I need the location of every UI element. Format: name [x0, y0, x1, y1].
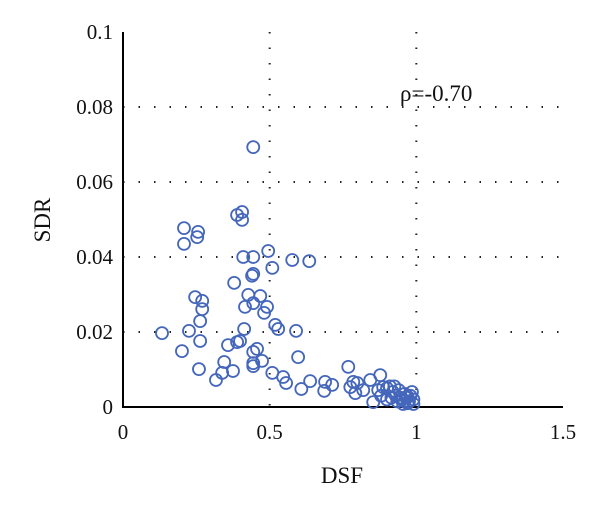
- data-point: [268, 317, 283, 332]
- data-point: [190, 230, 205, 245]
- y-tick-label: 0.1: [87, 20, 113, 44]
- data-point: [236, 250, 251, 264]
- data-point: [246, 266, 261, 281]
- data-point: [303, 374, 318, 389]
- data-point: [371, 383, 386, 398]
- y-tick-label: 0.06: [76, 170, 113, 194]
- data-point: [221, 338, 235, 353]
- x-tick-label: 1: [411, 420, 422, 444]
- x-tick-label: 1.5: [550, 420, 576, 444]
- grid: [123, 32, 563, 407]
- data-point: [246, 296, 261, 311]
- y-tick-label: 0.08: [76, 95, 113, 119]
- x-tick-label: 0.5: [257, 420, 283, 444]
- axes: [122, 32, 563, 408]
- data-point: [363, 373, 378, 387]
- data-point: [261, 244, 276, 258]
- data-point: [192, 362, 206, 377]
- y-tick-label: 0.02: [76, 320, 113, 344]
- data-point: [250, 341, 264, 356]
- y-tick-label: 0.04: [76, 245, 113, 269]
- data-point: [227, 275, 242, 290]
- data-point: [177, 221, 191, 236]
- data-point: [302, 254, 317, 269]
- data-point: [246, 250, 261, 264]
- data-points: [155, 140, 421, 411]
- data-point: [348, 386, 363, 401]
- data-point: [233, 334, 247, 348]
- data-point: [356, 383, 371, 398]
- data-point: [291, 350, 306, 365]
- data-point: [285, 253, 300, 267]
- data-point: [195, 293, 210, 308]
- data-point: [193, 314, 208, 329]
- data-point: [235, 205, 249, 219]
- data-point: [325, 377, 340, 392]
- data-point: [155, 326, 169, 341]
- data-point: [237, 322, 252, 336]
- data-point: [238, 299, 252, 314]
- data-point: [226, 364, 240, 378]
- data-point: [271, 322, 286, 336]
- data-point: [188, 290, 203, 305]
- data-point: [317, 383, 332, 398]
- data-point: [294, 382, 309, 396]
- data-point: [193, 334, 208, 348]
- data-point: [257, 305, 271, 320]
- data-point: [341, 359, 356, 374]
- y-axis-label: SDR: [30, 197, 55, 242]
- y-tick-label: 0: [103, 395, 114, 419]
- data-point: [235, 212, 249, 227]
- data-point: [406, 397, 421, 411]
- data-point: [289, 323, 303, 338]
- x-axis-label: DSF: [321, 463, 363, 488]
- data-point: [318, 374, 333, 389]
- x-tick-label: 0: [118, 420, 129, 444]
- correlation-annotation: ρ=-0.70: [400, 81, 472, 106]
- data-point: [182, 323, 196, 338]
- data-point: [191, 224, 205, 239]
- data-point: [175, 344, 189, 359]
- data-point: [255, 353, 269, 368]
- data-point: [393, 390, 408, 405]
- data-point: [246, 140, 261, 155]
- data-point: [253, 289, 268, 303]
- tick-labels: 0 0.5 1 1.5 0 0.02 0.04 0.06 0.08 0.1: [76, 20, 576, 444]
- data-point: [195, 302, 210, 317]
- data-point: [177, 236, 191, 251]
- data-point: [265, 260, 280, 275]
- data-point: [209, 373, 223, 387]
- data-point: [387, 379, 402, 394]
- data-point: [279, 376, 293, 390]
